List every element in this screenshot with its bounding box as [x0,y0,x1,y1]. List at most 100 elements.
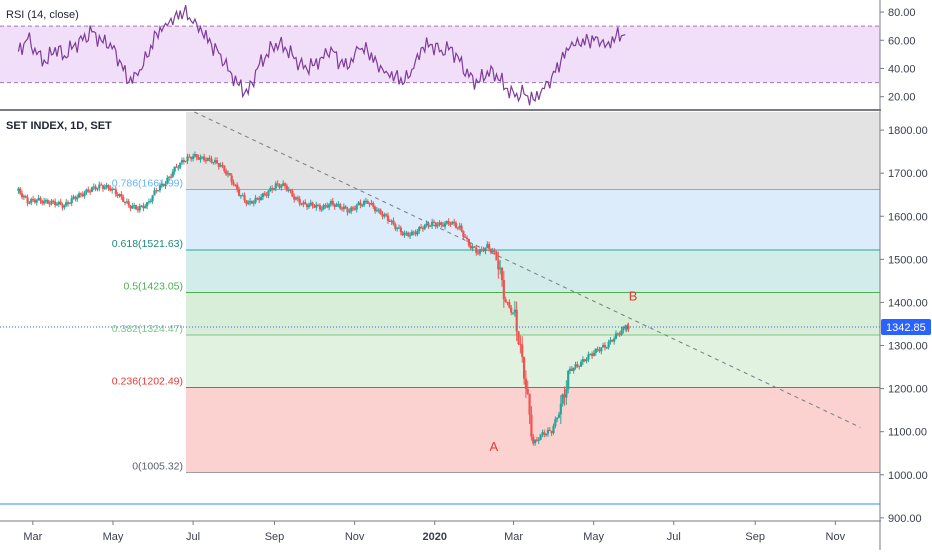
candle-body [370,202,373,205]
candle [57,200,60,208]
main-pane[interactable]: 0.786(1661.99) 0.618(1521.63) 0.5(1423.05)… [0,111,880,505]
trendline[interactable] [194,111,861,428]
candle-body [419,227,423,229]
candle-body [307,204,311,208]
candle [585,357,588,364]
candle [539,434,542,441]
candle [403,230,406,238]
candle [513,301,516,317]
candle-body [254,197,257,203]
candle [276,180,279,187]
candle [140,205,143,208]
candle [530,406,533,441]
x-tick-label: Mar [504,531,523,543]
candle [177,164,180,171]
x-tick-label: Jul [667,531,681,543]
candle-body [478,249,482,254]
candle-body [171,171,174,177]
candle [478,248,482,257]
candle-body [625,326,628,330]
candle [414,229,417,237]
candle [283,182,287,189]
candle-body [377,209,380,211]
annotation-b[interactable]: B [629,288,638,303]
candle [408,232,412,240]
candle [296,195,299,202]
candle-body [624,326,627,329]
candle-body [41,201,44,204]
candle [556,417,559,422]
candle [133,202,136,210]
candle [458,222,461,231]
candle-body [359,202,362,206]
candle [41,199,44,206]
candle-body [372,202,375,207]
candle-body [388,220,391,222]
candle [346,206,349,216]
candle-body [443,223,447,227]
candle [511,312,515,315]
candle-body [337,204,340,206]
candle [561,393,564,407]
candle [37,194,40,201]
candle [272,187,276,191]
candle [114,186,117,198]
candle-body [462,230,465,237]
annotation-a[interactable]: A [490,439,499,454]
fib-label-3: 0.382(1324.47) [112,323,183,335]
candle [362,199,366,208]
candle-body [199,157,202,160]
fib-zone-1 [186,250,880,293]
candle [500,266,504,287]
candle-body [309,202,312,205]
candle-body [55,204,59,206]
candle [136,206,140,213]
candle [392,217,395,226]
rsi-pane[interactable] [0,5,880,106]
candle [186,153,189,164]
candle-body [408,235,412,237]
candle [199,154,202,163]
candle-body [109,188,112,191]
candle [622,325,625,334]
candle [109,185,112,192]
candle [486,241,489,249]
candle [215,157,219,165]
rsi-tick-label: 60.00 [888,35,916,47]
candle-body [320,209,323,211]
candle [236,182,239,193]
candle [335,202,338,207]
candle-body [559,403,562,415]
fib-label-4: 0.236(1202.49) [112,376,183,388]
candle-body [488,244,491,249]
candle [22,194,26,201]
candle [116,192,119,199]
candle [287,186,290,193]
candle-body [228,173,231,176]
candle [541,429,544,438]
candle-body [37,197,40,201]
candle-body [105,185,108,188]
candle [449,221,452,227]
candle-body [282,183,285,187]
candle [434,221,437,230]
fib-label-5: 0(1005.32) [132,460,183,472]
candle-body [438,222,441,225]
candle-body [366,200,369,204]
candle [81,191,84,198]
candle-body [74,196,77,200]
candle [214,157,217,165]
candle [519,335,522,354]
candle [600,346,603,355]
candle-body [342,206,345,210]
candle [613,336,616,345]
candle [596,346,599,352]
candle-body [465,237,469,240]
candle-body [467,239,470,246]
candle-body [157,190,160,192]
candle [17,186,20,194]
candle [602,342,605,348]
candle [105,182,108,190]
